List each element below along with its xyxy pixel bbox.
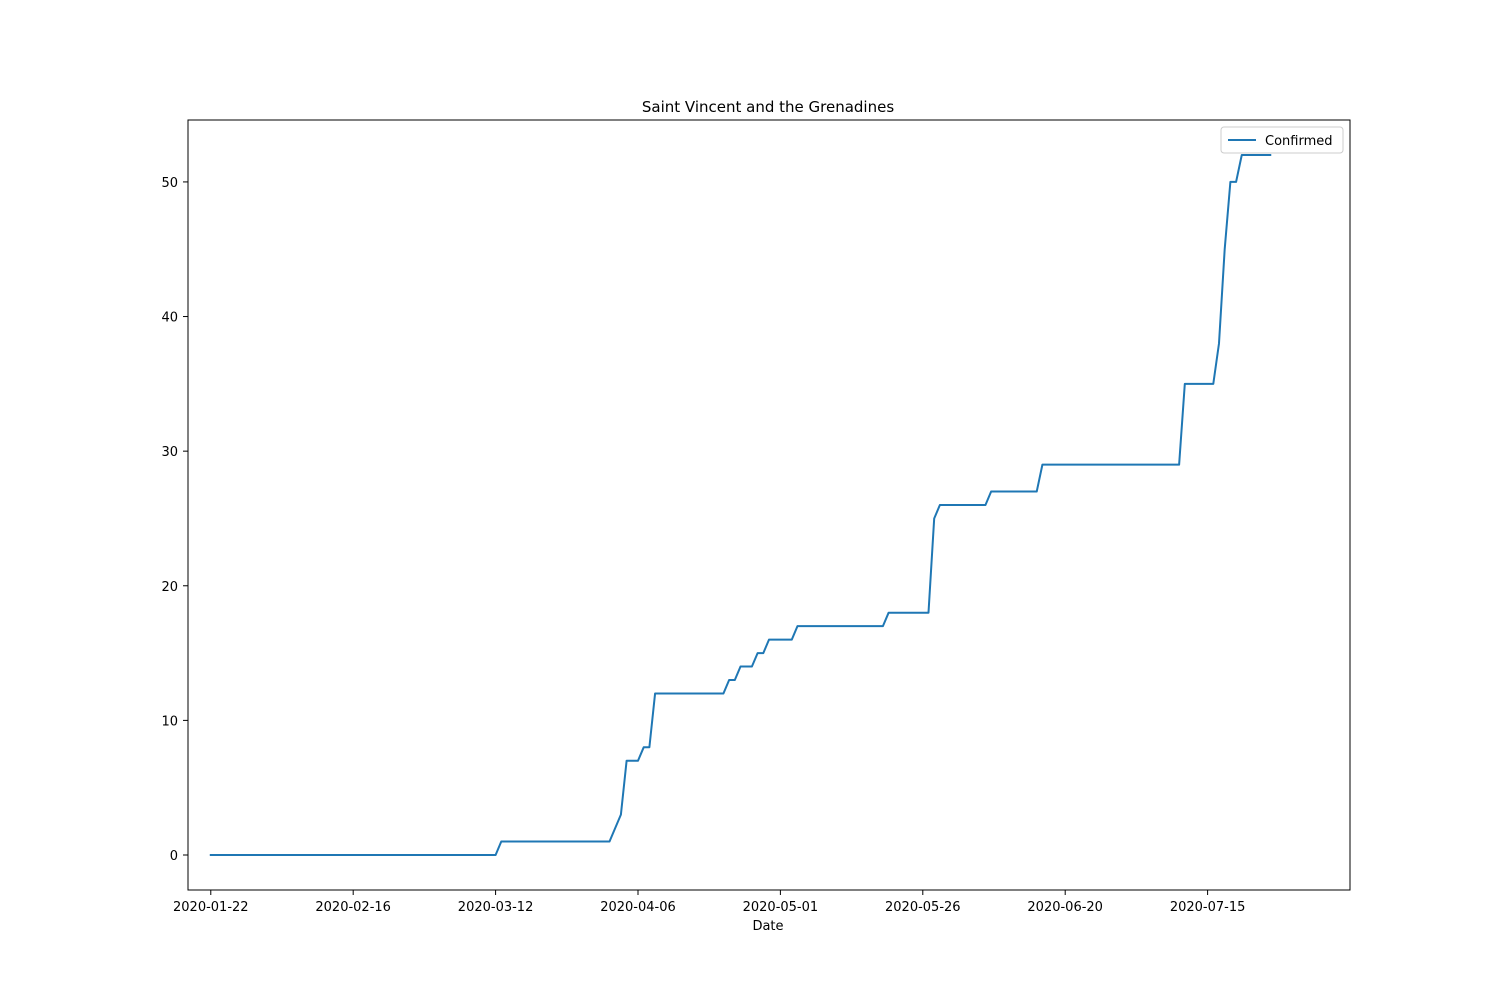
x-axis-label: Date [752,919,783,934]
x-tick-label: 2020-07-15 [1170,900,1246,915]
y-tick-label: 0 [170,849,178,864]
x-tick-label: 2020-03-12 [458,900,534,915]
x-tick-label: 2020-05-01 [743,900,819,915]
legend-box [1220,126,1344,154]
y-tick-label: 40 [161,311,178,326]
x-tick-label: 2020-01-22 [173,900,249,915]
series-line-confirmed [209,154,1272,856]
y-tick-label: 10 [161,714,178,729]
x-tick-label: 2020-06-20 [1027,900,1103,915]
plot-area: 2020-01-22 2020-02-16 2020-03-12 2020-04-06… [161,119,1351,915]
y-tick-label: 30 [161,445,178,460]
chart-title: Saint Vincent and the Grenadines [642,98,894,116]
axes-frame [187,119,1351,891]
y-tick-label: 20 [161,580,178,595]
x-tick-label: 2020-05-26 [885,900,961,915]
legend-label: Confirmed [1265,134,1333,149]
y-tick-label: 50 [161,176,178,191]
x-tick-label: 2020-04-06 [600,900,676,915]
x-tick-label: 2020-02-16 [315,900,391,915]
